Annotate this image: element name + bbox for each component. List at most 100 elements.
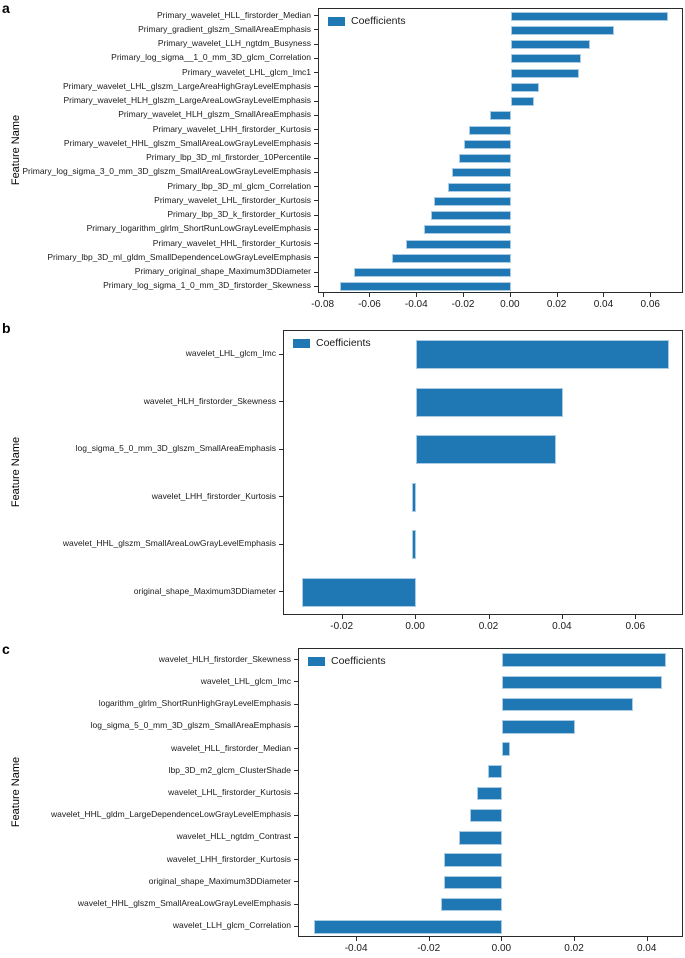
category-label: original_shape_Maximum3DDiameter <box>148 875 291 886</box>
y-tick-mark <box>314 257 318 259</box>
x-tick-label: 0.00 <box>500 299 520 310</box>
category-label: Primary_logarithm_glrlm_ShortRunLowGrayL… <box>86 223 311 234</box>
category-label: wavelet_LHL_firstorder_Kurtosis <box>168 787 291 797</box>
coefficient-bar <box>476 786 503 801</box>
y-tick-mark <box>314 114 318 116</box>
category-label: wavelet_HHL_gldm_LargeDependenceLowGrayL… <box>50 809 291 820</box>
coefficient-bar <box>459 154 511 164</box>
y-axis-title-a: Feature Name <box>10 114 22 186</box>
x-tick-label: 0.02 <box>478 621 499 632</box>
coefficient-bar <box>464 139 511 149</box>
category-label: Primary_wavelet_HLH_glszm_SmallAreaEmpha… <box>118 109 311 120</box>
category-label: Primary_lbp_3D_ml_gldm_SmallDependenceLo… <box>47 251 311 262</box>
y-tick-mark <box>294 792 298 794</box>
y-tick-mark <box>279 591 283 593</box>
y-tick-mark <box>314 43 318 45</box>
x-tick-mark <box>574 937 576 941</box>
x-tick-label: -0.04 <box>344 943 368 954</box>
x-tick-label: -0.08 <box>311 299 335 310</box>
x-tick-mark <box>356 937 358 941</box>
coefficient-bar <box>502 697 634 712</box>
y-tick-mark <box>314 72 318 74</box>
category-label: Primary_log_sigma__1_0_mm_3D_glcm_Correl… <box>111 52 311 63</box>
y-tick-mark <box>294 659 298 661</box>
legend: Coefficients <box>308 655 386 667</box>
y-tick-mark <box>314 228 318 230</box>
y-tick-mark <box>314 100 318 102</box>
x-tick-mark <box>341 615 343 619</box>
y-tick-mark <box>314 29 318 31</box>
y-tick-mark <box>294 814 298 816</box>
x-tick-mark <box>509 293 511 297</box>
x-tick-mark <box>603 293 605 297</box>
x-tick-label: 0.06 <box>625 621 646 632</box>
category-label: Primary_lbp_3D_ml_firstorder_10Percentil… <box>146 152 311 163</box>
category-label: Primary_wavelet_HLH_glszm_LargeAreaLowGr… <box>63 95 311 106</box>
y-tick-mark <box>294 748 298 750</box>
plot-area-b: Coefficients <box>283 330 683 615</box>
x-tick-label: 0.00 <box>491 943 512 954</box>
category-label: log_sigma_5_0_mm_3D_glszm_SmallAreaEmpha… <box>75 443 276 454</box>
category-label: Primary_lbp_3D_k_firstorder_Kurtosis <box>167 209 311 220</box>
x-tick-mark <box>635 615 637 619</box>
legend-swatch-icon <box>293 338 310 348</box>
category-label: Primary_log_sigma_3_0_mm_3D_glszm_SmallA… <box>22 166 311 177</box>
coefficient-bar <box>502 720 576 734</box>
x-tick-label: 0.04 <box>593 299 614 310</box>
x-tick-label: 0.06 <box>640 299 660 310</box>
y-tick-mark <box>294 703 298 705</box>
coefficient-bar <box>510 97 535 107</box>
coefficient-bar <box>416 387 563 417</box>
y-tick-mark <box>314 86 318 88</box>
x-tick-mark <box>369 293 371 297</box>
y-tick-mark <box>314 143 318 145</box>
category-label: wavelet_LHL_glcm_Imc <box>200 675 291 686</box>
y-tick-mark <box>279 401 283 403</box>
legend-swatch-icon <box>328 16 345 26</box>
category-label: wavelet_LHH_firstorder_Kurtosis <box>151 490 276 501</box>
x-tick-label: 0.02 <box>564 943 584 954</box>
y-tick-mark <box>314 129 318 131</box>
category-label: original_shape_Maximum3DDiameter <box>133 585 276 596</box>
coefficient-bar <box>444 875 503 890</box>
x-tick-mark <box>561 615 563 619</box>
legend: Coefficients <box>293 337 371 349</box>
category-label: Primary_wavelet_HLL_firstorder_Median <box>156 9 311 20</box>
legend-label: Coefficients <box>331 655 386 667</box>
coefficient-bar <box>458 831 503 845</box>
y-tick-mark <box>314 285 318 287</box>
y-tick-mark <box>279 353 283 355</box>
coefficient-bar <box>444 853 503 867</box>
y-tick-mark <box>314 271 318 273</box>
category-label: wavelet_LHH_firstorder_Kurtosis <box>166 853 291 864</box>
y-tick-mark <box>294 881 298 883</box>
coefficient-bar <box>424 225 511 235</box>
category-label: Primary_wavelet_LHL_glcm_Imc1 <box>182 66 311 77</box>
x-tick-mark <box>650 293 652 297</box>
y-tick-mark <box>279 448 283 450</box>
legend-label: Coefficients <box>351 15 406 27</box>
category-label: Primary_gradient_glszm_SmallAreaEmphasis <box>138 23 311 34</box>
x-tick-mark <box>501 937 503 941</box>
y-tick-mark <box>314 243 318 245</box>
coefficient-bar <box>416 435 556 465</box>
coefficient-bar <box>468 125 511 135</box>
category-label: wavelet_HLL_ngtdm_Contrast <box>176 831 291 842</box>
coefficient-bar <box>489 111 511 121</box>
x-tick-label: -0.04 <box>404 299 428 310</box>
category-label: Primary_wavelet_HHL_firstorder_Kurtosis <box>152 237 311 248</box>
legend: Coefficients <box>328 15 406 27</box>
coefficient-bar <box>412 530 417 560</box>
x-tick-mark <box>488 615 490 619</box>
coefficient-bar <box>510 82 539 92</box>
y-tick-mark <box>314 200 318 202</box>
coefficient-bar <box>431 211 511 221</box>
y-tick-mark <box>294 681 298 683</box>
coefficient-bar <box>313 920 503 934</box>
x-tick-mark <box>646 937 648 941</box>
coefficient-bar <box>452 168 511 178</box>
x-tick-mark <box>463 293 465 297</box>
category-label: wavelet_LHL_glcm_Imc <box>185 348 276 359</box>
x-tick-label: 0.04 <box>552 621 572 632</box>
